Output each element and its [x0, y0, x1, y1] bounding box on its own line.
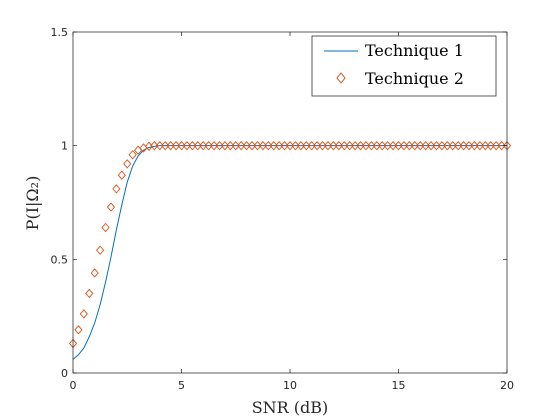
data-point-diamond — [448, 140, 457, 151]
data-point-diamond — [280, 140, 289, 151]
data-point-diamond — [394, 140, 403, 151]
legend-marker-technique-2 — [336, 72, 346, 84]
legend-label-technique-1: Technique 1 — [365, 41, 464, 60]
series-markers-technique-2 — [68, 140, 512, 349]
data-point-diamond — [410, 140, 419, 151]
data-point-diamond — [307, 140, 316, 151]
x-tick-label: 20 — [500, 379, 514, 392]
data-point-diamond — [199, 140, 208, 151]
y-tick-label: 1.5 — [51, 26, 69, 39]
data-point-diamond — [182, 140, 192, 151]
data-point-diamond — [128, 150, 137, 160]
data-point-diamond — [296, 140, 305, 151]
data-point-diamond — [454, 140, 463, 151]
data-point-diamond — [345, 140, 354, 151]
data-point-diamond — [383, 140, 392, 151]
data-point-diamond — [329, 140, 338, 151]
data-point-diamond — [177, 140, 186, 151]
series-layer — [68, 140, 512, 360]
data-point-diamond — [96, 245, 105, 255]
data-point-diamond — [378, 140, 387, 151]
data-point-diamond — [117, 170, 126, 180]
x-tick-label: 15 — [392, 379, 406, 392]
data-point-diamond — [209, 140, 219, 151]
legend-label-technique-2: Technique 2 — [365, 69, 464, 88]
data-point-diamond — [193, 140, 202, 151]
data-point-diamond — [161, 140, 170, 151]
ticks-layer: 0 5 10 15 20 0 0.5 1 1.5 — [51, 26, 515, 392]
legend: Technique 1 Technique 2 — [311, 35, 497, 97]
data-point-diamond — [464, 140, 474, 151]
data-point-diamond — [470, 140, 479, 151]
data-point-diamond — [421, 140, 430, 151]
data-point-diamond — [215, 140, 224, 151]
y-tick-label: 1 — [61, 140, 68, 153]
data-point-diamond — [361, 140, 371, 151]
data-point-diamond — [226, 140, 235, 151]
data-point-diamond — [220, 140, 229, 151]
data-point-diamond — [405, 140, 414, 151]
x-axis-label: SNR (dB) — [252, 398, 329, 417]
data-point-diamond — [150, 140, 159, 151]
data-point-diamond — [90, 268, 99, 278]
data-point-diamond — [204, 140, 213, 151]
data-point-diamond — [85, 288, 94, 299]
data-point-diamond — [171, 140, 181, 151]
y-tick-label: 0 — [61, 367, 68, 380]
data-point-diamond — [356, 140, 365, 151]
data-point-diamond — [253, 140, 262, 151]
data-point-diamond — [237, 140, 246, 151]
legend-box — [311, 35, 497, 97]
data-point-diamond — [432, 140, 441, 151]
data-point-diamond — [247, 140, 257, 151]
data-point-diamond — [264, 140, 273, 151]
data-point-diamond — [318, 140, 327, 151]
data-point-diamond — [106, 202, 116, 212]
data-point-diamond — [285, 140, 295, 151]
series-line-technique-1 — [72, 145, 507, 360]
data-point-diamond — [443, 140, 452, 151]
data-point-diamond — [166, 140, 175, 151]
data-point-diamond — [475, 140, 484, 151]
data-point-diamond — [313, 140, 322, 151]
data-point-diamond — [399, 140, 409, 151]
data-point-diamond — [426, 140, 436, 151]
data-point-diamond — [155, 140, 164, 151]
data-point-diamond — [334, 140, 343, 151]
data-point-diamond — [372, 140, 381, 151]
data-point-diamond — [258, 140, 267, 151]
data-point-diamond — [275, 140, 284, 151]
data-point-diamond — [323, 140, 333, 151]
data-point-diamond — [291, 140, 300, 151]
data-point-diamond — [481, 140, 490, 151]
data-point-diamond — [112, 184, 121, 194]
data-point-diamond — [351, 140, 360, 151]
data-point-diamond — [388, 140, 398, 151]
data-point-diamond — [79, 309, 88, 319]
data-point-diamond — [231, 140, 240, 151]
y-tick-label: 0.5 — [51, 253, 69, 266]
data-point-diamond — [74, 325, 83, 335]
x-tick-label: 5 — [178, 379, 185, 392]
data-point-diamond — [492, 140, 501, 151]
y-axis-label: P(I|Ω₂) — [23, 176, 42, 231]
data-point-diamond — [497, 140, 506, 151]
data-point-diamond — [302, 140, 311, 151]
data-point-diamond — [123, 159, 132, 169]
data-point-diamond — [486, 140, 495, 151]
data-point-diamond — [188, 140, 197, 151]
data-point-diamond — [367, 140, 376, 151]
data-point-diamond — [340, 140, 349, 151]
data-point-diamond — [101, 222, 110, 233]
x-tick-label: 0 — [70, 379, 77, 392]
data-point-diamond — [416, 140, 425, 151]
data-point-diamond — [459, 140, 468, 151]
data-point-diamond — [242, 140, 251, 151]
data-point-diamond — [437, 140, 446, 151]
x-tick-label: 10 — [283, 379, 297, 392]
data-point-diamond — [269, 140, 278, 151]
